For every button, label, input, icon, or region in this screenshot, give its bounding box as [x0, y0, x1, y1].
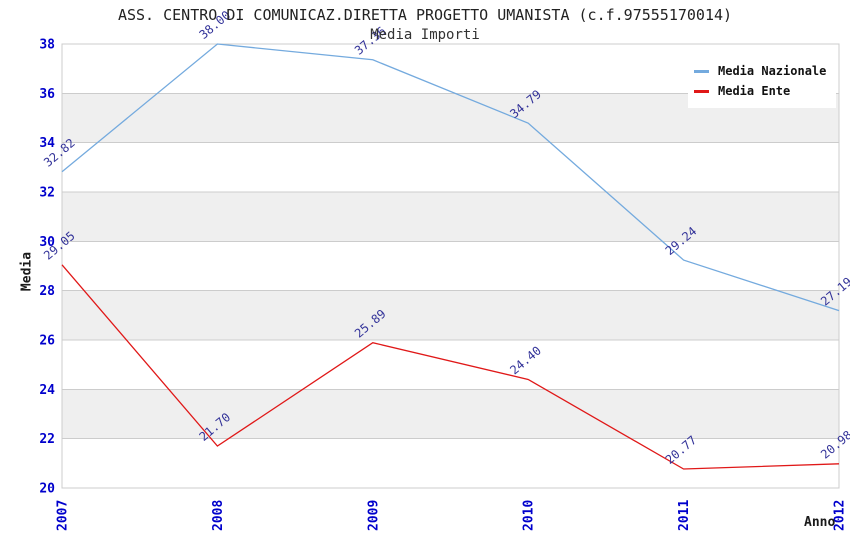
x-axis-title: Anno: [804, 515, 836, 530]
series-line-media-ente: [61, 264, 840, 470]
legend-label: Media Ente: [718, 84, 791, 98]
y-tick-label: 34: [39, 136, 55, 151]
y-tick-label: 28: [39, 284, 55, 299]
legend-item: Media Nazionale: [694, 61, 826, 81]
y-tick-label: 38: [39, 38, 55, 53]
grid-band: [62, 340, 839, 390]
grid-band: [62, 290, 839, 340]
x-tick-label: 2009: [366, 500, 381, 531]
plot-border: [61, 43, 840, 489]
grid-band: [62, 142, 839, 192]
x-tick-label: 2011: [677, 500, 692, 531]
y-tick-label: 30: [39, 235, 55, 250]
y-tick-label: 26: [39, 334, 55, 349]
y-tick-label: 22: [39, 432, 55, 447]
y-tick-label: 36: [39, 87, 55, 102]
x-tick-label: 2007: [56, 500, 71, 531]
grid-band: [62, 438, 839, 488]
legend-item: Media Ente: [694, 81, 826, 101]
x-tick-label: 2012: [833, 500, 848, 531]
grid-band: [62, 389, 839, 439]
legend-label: Media Nazionale: [718, 64, 827, 78]
legend-line-swatch: [694, 89, 709, 93]
grid-band: [62, 192, 839, 242]
x-tick-label: 2008: [211, 500, 226, 531]
chart-subtitle: Media Importi: [370, 27, 480, 43]
y-tick-label: 20: [39, 482, 55, 497]
y-tick-label: 24: [39, 383, 55, 398]
chart-title: ASS. CENTRO DI COMUNICAZ.DIRETTA PROGETT…: [117, 6, 733, 24]
x-tick-label: 2010: [522, 500, 537, 531]
legend: Media Nazionale Media Ente: [688, 56, 837, 108]
y-tick-label: 32: [39, 186, 55, 201]
grid-band: [62, 241, 839, 291]
y-axis-title: Media: [19, 251, 35, 292]
legend-line-swatch: [694, 69, 709, 73]
series-line-media-nazionale: [61, 43, 840, 312]
